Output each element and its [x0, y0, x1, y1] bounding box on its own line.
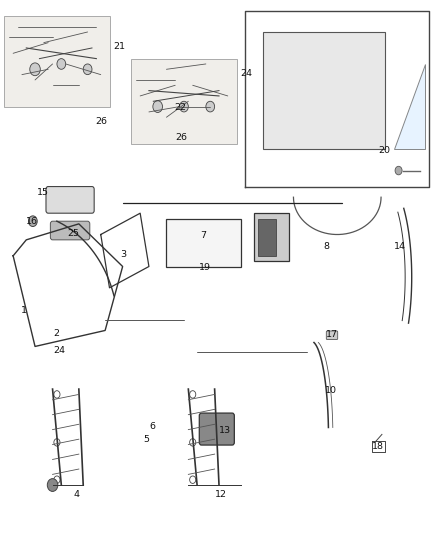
Circle shape — [83, 64, 92, 75]
FancyBboxPatch shape — [263, 32, 385, 149]
Text: 25: 25 — [67, 229, 80, 238]
Circle shape — [54, 476, 60, 483]
Text: 21: 21 — [113, 43, 125, 51]
Circle shape — [190, 476, 196, 483]
Circle shape — [206, 101, 215, 112]
Text: 13: 13 — [219, 426, 231, 435]
FancyBboxPatch shape — [254, 213, 289, 261]
Circle shape — [28, 216, 37, 227]
Circle shape — [180, 101, 188, 112]
FancyBboxPatch shape — [258, 219, 276, 256]
Text: 17: 17 — [325, 330, 338, 339]
Text: 3: 3 — [120, 251, 127, 259]
Text: 2: 2 — [53, 329, 59, 337]
Text: 26: 26 — [95, 117, 108, 126]
FancyBboxPatch shape — [326, 331, 338, 340]
FancyBboxPatch shape — [199, 413, 234, 445]
Text: 12: 12 — [215, 490, 227, 499]
Circle shape — [190, 391, 196, 398]
Polygon shape — [394, 64, 425, 149]
Text: 5: 5 — [144, 435, 150, 443]
Text: 6: 6 — [149, 422, 155, 431]
Text: 26: 26 — [175, 133, 187, 142]
Circle shape — [47, 479, 58, 491]
Text: 18: 18 — [371, 442, 384, 451]
FancyBboxPatch shape — [4, 16, 109, 107]
Text: 24: 24 — [53, 346, 65, 355]
Text: 1: 1 — [21, 306, 27, 314]
Text: 22: 22 — [174, 103, 187, 112]
FancyBboxPatch shape — [166, 219, 241, 266]
FancyBboxPatch shape — [131, 59, 237, 144]
Circle shape — [57, 59, 66, 69]
Text: 4: 4 — [74, 490, 80, 499]
Circle shape — [190, 439, 196, 446]
FancyBboxPatch shape — [50, 221, 90, 240]
Circle shape — [30, 63, 40, 76]
Text: 8: 8 — [323, 242, 329, 251]
Circle shape — [54, 391, 60, 398]
Text: 24: 24 — [240, 69, 252, 78]
Circle shape — [153, 101, 162, 112]
Text: 10: 10 — [325, 386, 337, 394]
Text: 14: 14 — [394, 242, 406, 251]
Text: 16: 16 — [25, 217, 38, 225]
FancyBboxPatch shape — [46, 187, 94, 213]
Text: 7: 7 — [201, 231, 207, 240]
Text: 19: 19 — [199, 263, 211, 272]
Text: 20: 20 — [378, 146, 390, 155]
Circle shape — [395, 166, 402, 175]
Text: 15: 15 — [37, 189, 49, 197]
Circle shape — [54, 439, 60, 446]
